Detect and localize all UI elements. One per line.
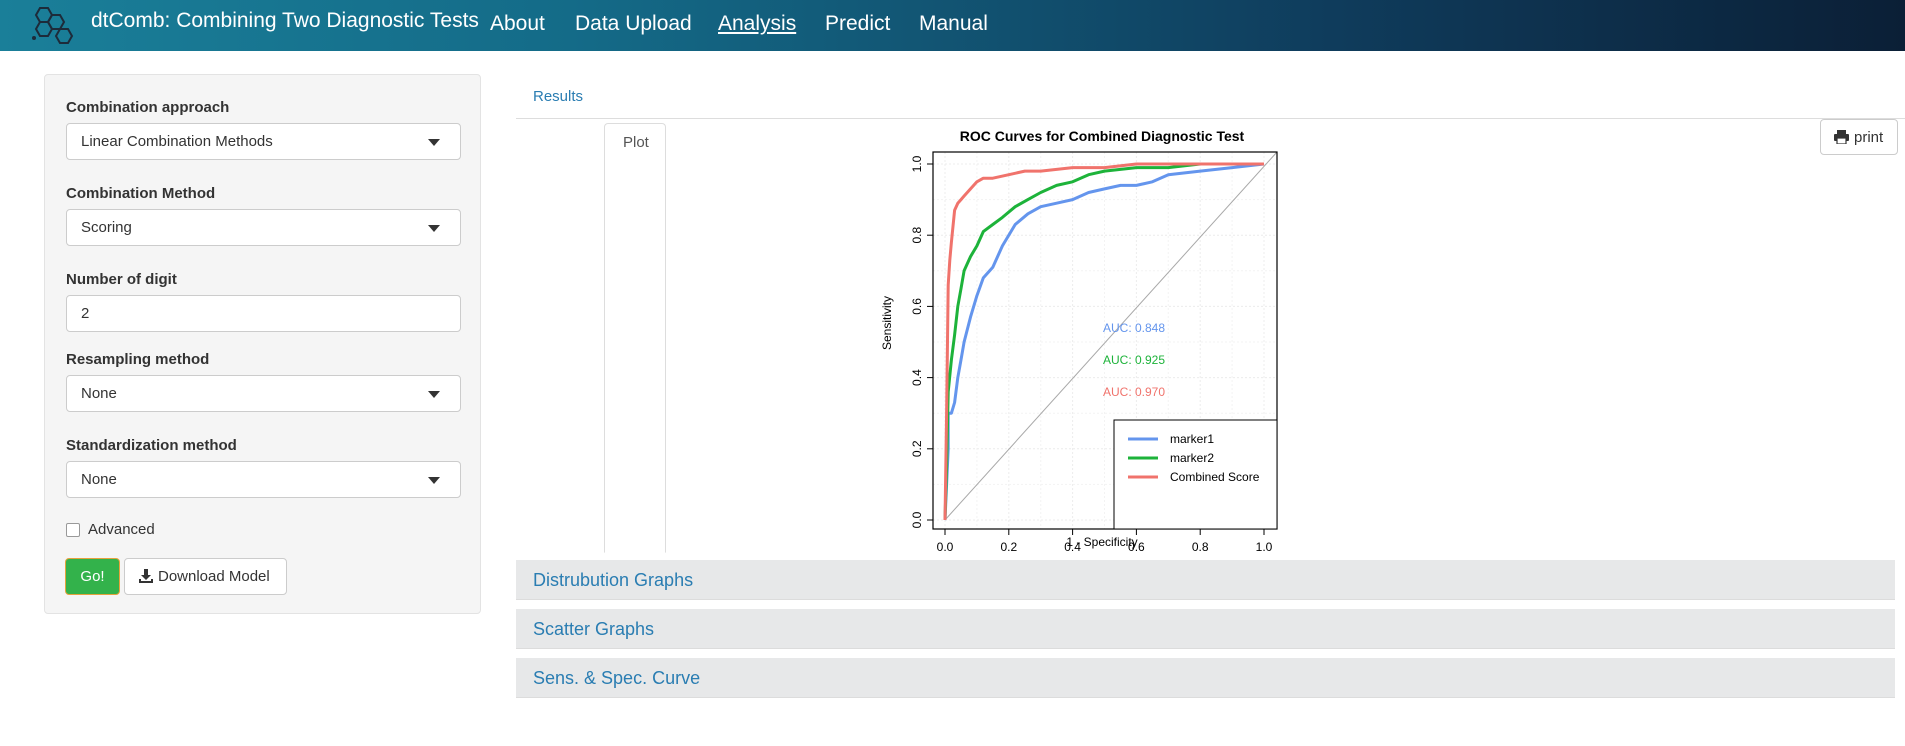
y-tick-label: 0.0 bbox=[910, 511, 924, 528]
advanced-checkbox[interactable] bbox=[66, 523, 80, 537]
auc-label-marker1: AUC: 0.848 bbox=[1103, 321, 1165, 335]
y-tick-label: 0.8 bbox=[910, 227, 924, 244]
combination-approach-label: Combination approach bbox=[66, 99, 230, 116]
x-tick-label: 0.0 bbox=[937, 540, 954, 553]
panel-scatter-graphs[interactable]: Scatter Graphs bbox=[516, 609, 1895, 649]
print-label: print bbox=[1854, 129, 1884, 146]
roc-series-group bbox=[943, 162, 1265, 521]
nav-link-predict[interactable]: Predict bbox=[825, 12, 891, 35]
x-tick-label: 1.0 bbox=[1256, 540, 1273, 553]
app-title[interactable]: dtComb: Combining Two Diagnostic Tests bbox=[91, 9, 479, 32]
y-tick-label: 1.0 bbox=[910, 155, 924, 172]
resampling-method-label: Resampling method bbox=[66, 351, 210, 368]
x-tick-label: 0.6 bbox=[1128, 540, 1145, 553]
x-axis-label: 1 - Specificity bbox=[1066, 535, 1137, 549]
printer-icon bbox=[1834, 130, 1849, 144]
auc-labels: AUC: 0.848 AUC: 0.925 AUC: 0.970 bbox=[1103, 321, 1165, 399]
x-tick-label: 0.8 bbox=[1192, 540, 1209, 553]
standardization-method-label: Standardization method bbox=[66, 437, 237, 454]
nav-link-data-upload[interactable]: Data Upload bbox=[575, 12, 692, 35]
tab-bar-border bbox=[516, 118, 1905, 119]
combination-approach-select[interactable]: Linear Combination Methods bbox=[66, 123, 461, 160]
advanced-label: Advanced bbox=[88, 521, 155, 538]
combination-method-label: Combination Method bbox=[66, 185, 216, 202]
caret-down-icon bbox=[428, 477, 440, 484]
caret-down-icon bbox=[428, 391, 440, 398]
combination-method-select[interactable]: Scoring bbox=[66, 209, 461, 246]
y-axis-ticks: 0.0 0.2 0.4 0.6 0.8 1.0 bbox=[910, 155, 933, 528]
combination-method-value: Scoring bbox=[81, 219, 132, 236]
download-model-button[interactable]: Download Model bbox=[124, 558, 287, 595]
roc-line-combined-score bbox=[943, 162, 1264, 521]
x-tick-label: 0.2 bbox=[1000, 540, 1017, 553]
legend-label-marker2: marker2 bbox=[1170, 451, 1214, 465]
y-tick-label: 0.4 bbox=[910, 369, 924, 386]
number-of-digit-input[interactable] bbox=[66, 295, 461, 332]
hexagon-molecule-logo-icon bbox=[32, 7, 74, 44]
legend-label-combined: Combined Score bbox=[1170, 470, 1260, 484]
tab-results[interactable]: Results bbox=[533, 88, 584, 105]
print-button[interactable]: print bbox=[1820, 119, 1898, 155]
nav-link-analysis[interactable]: Analysis bbox=[718, 12, 797, 35]
chart-legend: marker1 marker2 Combined Score bbox=[1113, 419, 1278, 530]
resampling-method-value: None bbox=[81, 385, 117, 402]
reference-diagonal bbox=[944, 151, 1278, 521]
caret-down-icon bbox=[428, 139, 440, 146]
auc-label-marker2: AUC: 0.925 bbox=[1103, 353, 1165, 367]
plot-frame bbox=[932, 151, 1278, 530]
x-axis-ticks: 0.0 0.2 0.4 0.6 0.8 1.0 bbox=[937, 529, 1273, 553]
panel-distribution-graphs-title: Distrubution Graphs bbox=[533, 570, 694, 590]
standardization-method-value: None bbox=[81, 471, 117, 488]
y-axis-label: Sensitivity bbox=[880, 296, 894, 350]
x-tick-label: 0.4 bbox=[1064, 540, 1081, 553]
auc-label-combined: AUC: 0.970 bbox=[1103, 385, 1165, 399]
download-model-label: Download Model bbox=[158, 568, 270, 585]
panel-distribution-graphs[interactable]: Distrubution Graphs bbox=[516, 560, 1895, 600]
settings-sidebar: Combination approach Linear Combination … bbox=[44, 74, 481, 614]
navbar: dtComb: Combining Two Diagnostic Tests A… bbox=[0, 0, 1905, 51]
download-icon bbox=[139, 569, 153, 583]
roc-curve-chart: ROC Curves for Combined Diagnostic Test … bbox=[880, 128, 1278, 553]
resampling-method-select[interactable]: None bbox=[66, 375, 461, 412]
roc-line-marker1 bbox=[943, 162, 1265, 521]
go-button[interactable]: Go! bbox=[65, 558, 120, 595]
panel-sens-spec-curve-title: Sens. & Spec. Curve bbox=[533, 668, 701, 688]
chart-title: ROC Curves for Combined Diagnostic Test bbox=[960, 128, 1245, 144]
y-tick-label: 0.2 bbox=[910, 440, 924, 457]
panel-scatter-graphs-title: Scatter Graphs bbox=[533, 619, 655, 639]
combination-approach-value: Linear Combination Methods bbox=[81, 133, 273, 150]
legend-label-marker1: marker1 bbox=[1170, 432, 1214, 446]
number-of-digit-label: Number of digit bbox=[66, 271, 177, 288]
tab-plot[interactable]: Plot bbox=[604, 123, 666, 553]
roc-line-marker2 bbox=[943, 162, 1264, 521]
standardization-method-select[interactable]: None bbox=[66, 461, 461, 498]
y-tick-label: 0.6 bbox=[910, 298, 924, 315]
nav-link-about[interactable]: About bbox=[490, 12, 545, 35]
caret-down-icon bbox=[428, 225, 440, 232]
nav-link-manual[interactable]: Manual bbox=[919, 12, 988, 35]
panel-sens-spec-curve[interactable]: Sens. & Spec. Curve bbox=[516, 658, 1895, 698]
